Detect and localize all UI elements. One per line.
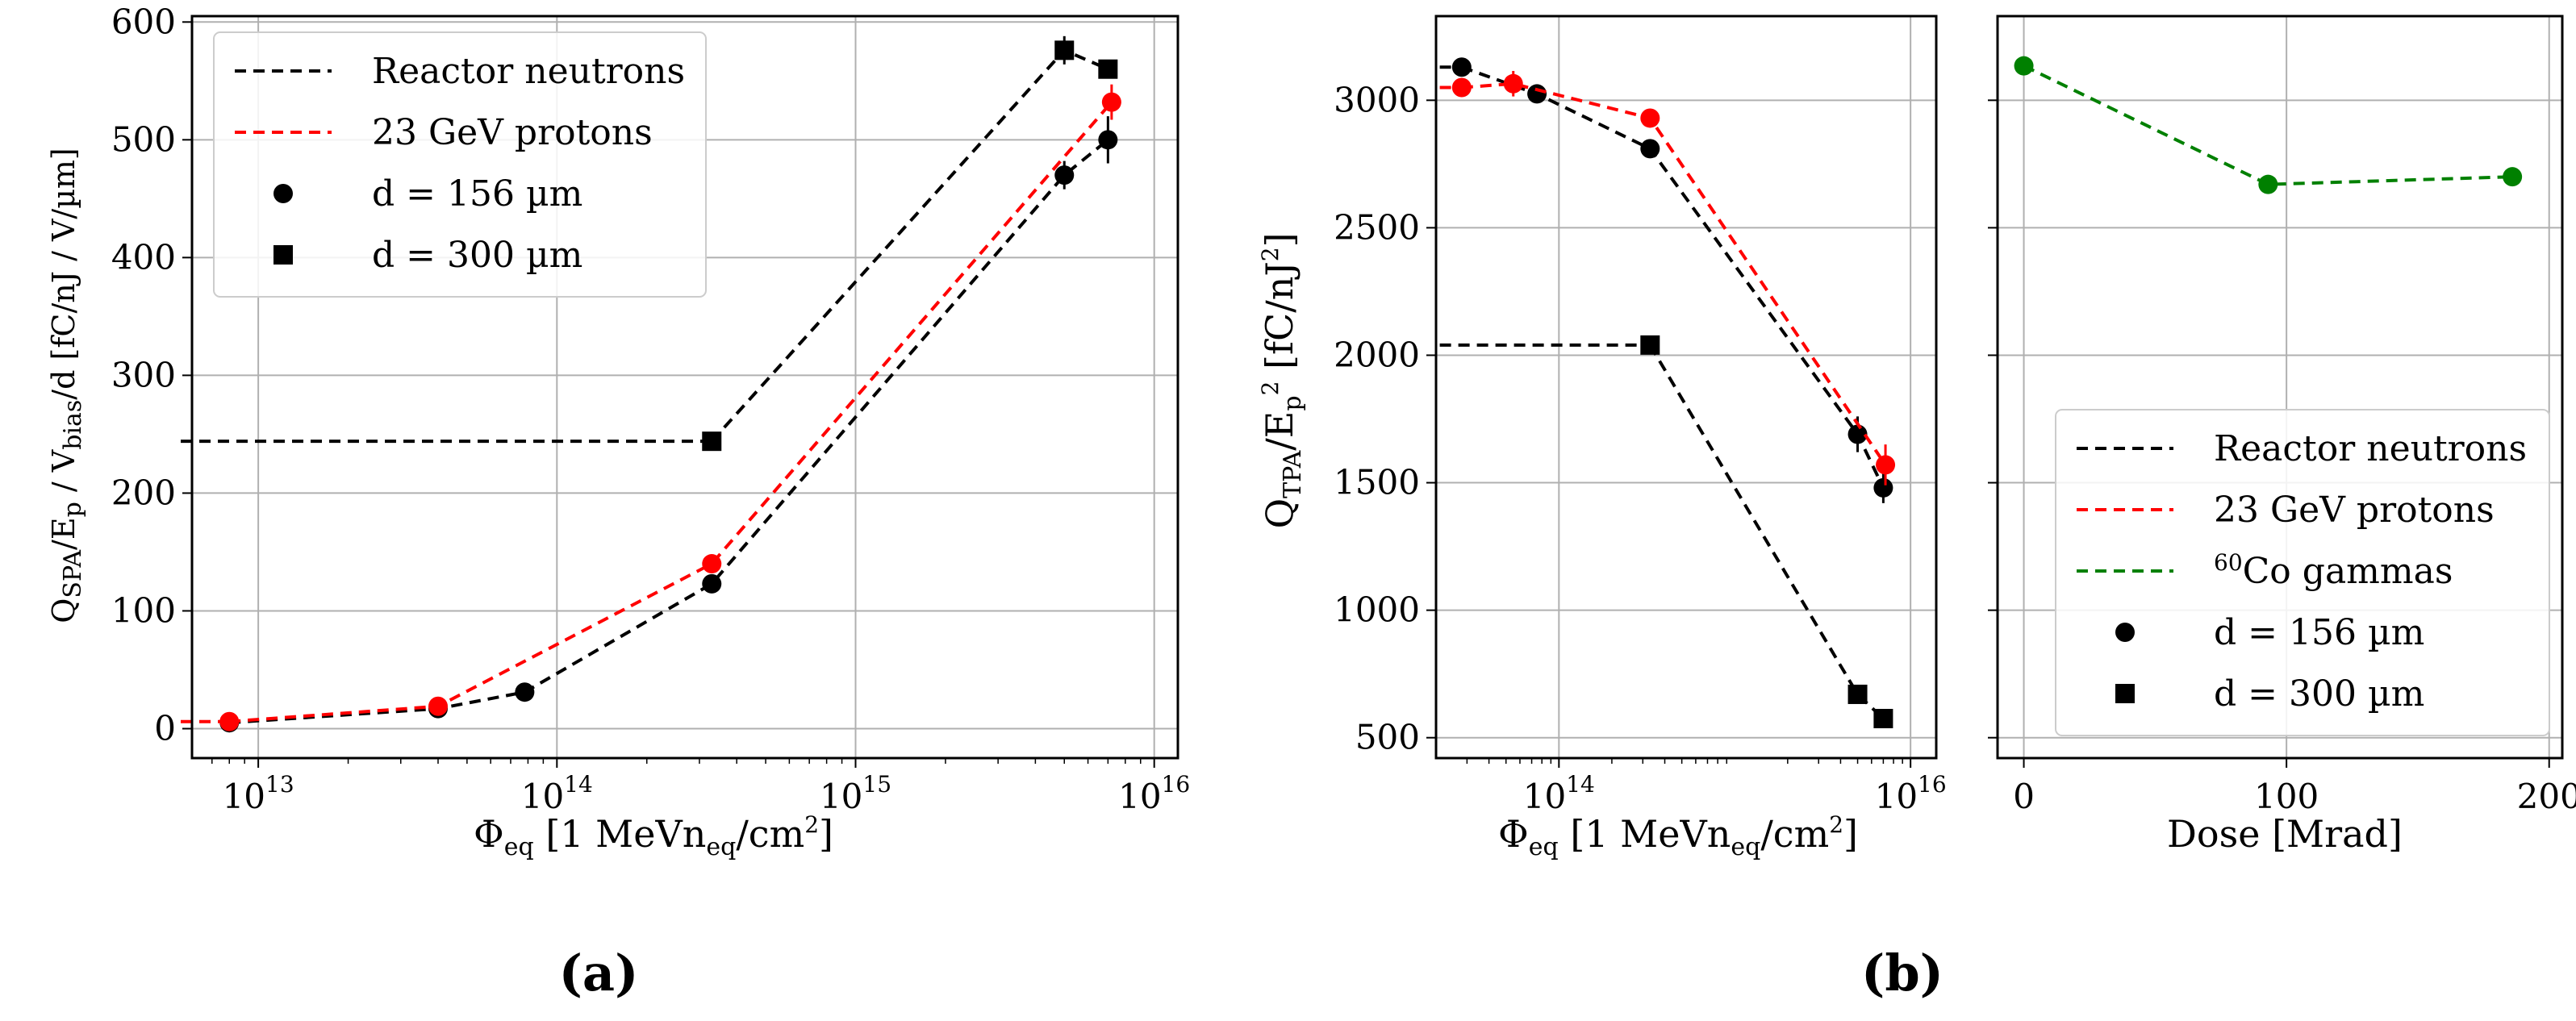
series-b2: [2014, 56, 2523, 194]
series-line: [1648, 344, 1885, 720]
ticks-b2: 0 100 200: [1988, 99, 2576, 816]
series-line: [1461, 81, 1887, 466]
legend-label: 23 GeV protons: [2214, 490, 2495, 531]
chart-b1: 1014 1016 500 1000 1500 2000 2500 3000 Φeq [1 M…: [1257, 15, 1947, 1002]
panel-label-b: (b): [1861, 944, 1943, 1002]
series-line: [710, 48, 1109, 443]
panel-label-a: (a): [559, 944, 639, 1002]
y-tick-label: 500: [111, 119, 176, 159]
y-tick-label: 400: [111, 237, 176, 277]
legend-marker: [2115, 684, 2135, 703]
legend-box: [213, 31, 707, 298]
series-b1: [1439, 57, 1896, 728]
legend-label: d = 156 µm: [2214, 612, 2424, 653]
y-tick-label: 2000: [1334, 335, 1420, 374]
legend-label: Reactor neutrons: [2214, 428, 2527, 469]
y-tick-label: 100: [111, 590, 176, 630]
legend-a: Reactor neutrons 23 GeV protons d = 156 µm…: [213, 31, 707, 298]
x-tick-label: 1014: [521, 771, 593, 816]
legend-label: 23 GeV protons: [372, 112, 653, 153]
xlabel-b1: Φeq [1 MeVneq/cm2]: [1498, 811, 1858, 861]
data-point: [2503, 167, 2523, 187]
data-point: [219, 711, 240, 731]
x-tick-label: 1016: [1875, 771, 1947, 816]
legend-marker: [273, 184, 293, 203]
legend-marker: [273, 245, 293, 265]
frame-a: [190, 15, 1179, 760]
y-tick-label: 1000: [1334, 590, 1420, 630]
grid-b1: [1436, 16, 1936, 758]
data-point: [1640, 139, 1660, 159]
ticks-b1: 1014 1016 500 1000 1500 2000 2500 3000: [1334, 80, 1947, 816]
x-tick-label: 1014: [1523, 771, 1595, 816]
ylabel-a: QSPA/Ep / Vbias/d [fC/nJ / V/µm]: [46, 148, 87, 623]
data-point: [702, 573, 722, 594]
legend-label: d = 300 µm: [372, 235, 582, 276]
chart-a: 1013 1014 1015 1016 0 100 200 300 400 500 600 Reac…: [46, 2, 1190, 1002]
data-point: [1847, 424, 1868, 444]
data-point: [515, 682, 535, 702]
y-tick-label: 2500: [1334, 207, 1420, 247]
ticks-a: 1013 1014 1015 1016 0 100 200 300 400 500 600: [111, 2, 1190, 816]
data-point: [1101, 92, 1121, 112]
series-line: [1461, 65, 1885, 489]
data-point: [1503, 73, 1523, 94]
legend-marker: [2115, 623, 2135, 642]
data-point: [1873, 477, 1893, 498]
data-point: [2014, 56, 2034, 76]
y-tick-label: 3000: [1334, 80, 1420, 119]
y-tick-label: 300: [111, 355, 176, 394]
y-tick-label: 600: [111, 2, 176, 41]
data-point: [428, 696, 449, 716]
data-point: [2258, 174, 2278, 194]
y-tick-label: 1500: [1334, 463, 1420, 502]
y-tick-label: 200: [111, 473, 176, 512]
data-point: [1847, 684, 1868, 704]
y-tick-label: 0: [154, 708, 176, 748]
data-point: [1876, 455, 1896, 475]
legend-box: [2055, 409, 2550, 736]
x-tick-label: 100: [2254, 777, 2319, 816]
xlabel-b2: Dose [Mrad]: [2167, 812, 2403, 856]
legend-label: 60Co gammas: [2214, 549, 2453, 592]
ylabel-b1: QTPA/Ep2 [fC/nJ2]: [1257, 232, 1307, 528]
x-tick-label: 1016: [1118, 771, 1190, 816]
data-point: [1873, 708, 1893, 728]
data-point: [702, 554, 722, 574]
x-tick-label: 1013: [223, 771, 294, 816]
xlabel-a: Φeq [1 MeVneq/cm2]: [474, 811, 833, 861]
data-point: [1098, 130, 1118, 150]
frame-b1: [1434, 15, 1938, 760]
y-tick-label: 500: [1355, 718, 1420, 757]
legend-label: Reactor neutrons: [372, 51, 685, 92]
data-point: [1054, 40, 1075, 60]
x-tick-label: 0: [2013, 777, 2035, 816]
legend-label: d = 156 µm: [372, 173, 582, 215]
x-tick-label: 200: [2517, 777, 2576, 816]
series-a: [181, 35, 1121, 733]
legend-label: d = 300 µm: [2214, 673, 2424, 715]
frame-b2: [1996, 15, 2564, 760]
legend-b2: Reactor neutrons 23 GeV protons 60Co gamma…: [2055, 409, 2550, 736]
series-line: [229, 101, 1113, 723]
series-line: [2023, 64, 2513, 186]
data-point: [1054, 165, 1075, 185]
data-point: [1527, 84, 1547, 104]
data-point: [1640, 108, 1660, 128]
data-point: [1098, 59, 1118, 79]
x-tick-label: 1015: [820, 771, 891, 816]
chart-b2: 0 100 200 Reactor neutrons 23 GeV protons 60…: [1988, 15, 2576, 856]
